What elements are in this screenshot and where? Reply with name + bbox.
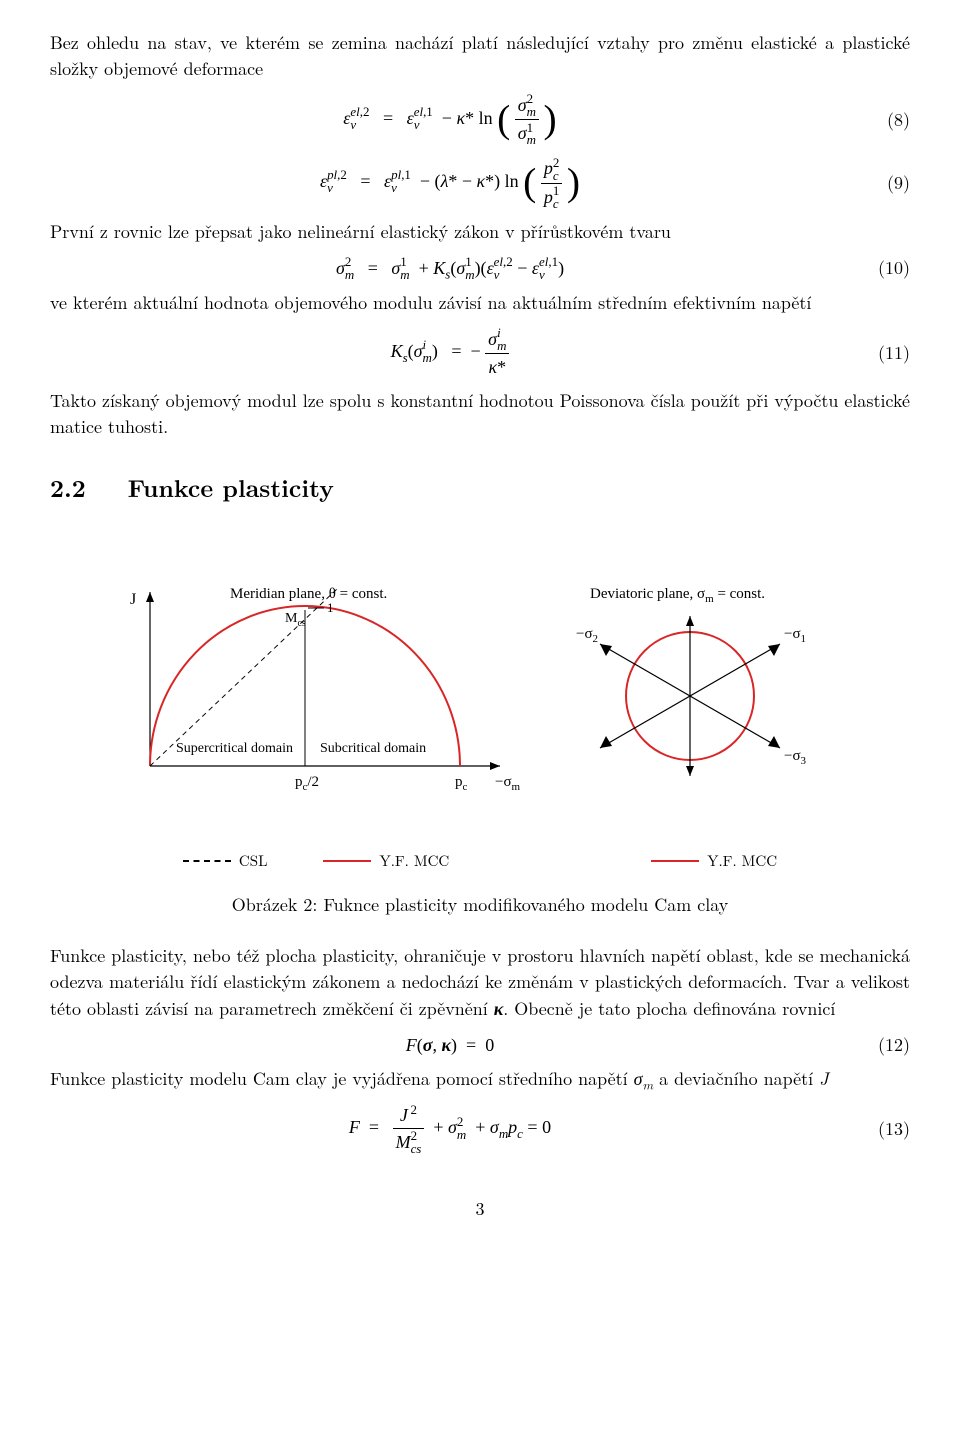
equation-8: εel,2v = εel,1v − κ* ln ( σ2mσ1m ) (8) <box>50 92 910 147</box>
svg-text:−σ2: −σ2 <box>576 626 598 645</box>
svg-text:−σm: −σm <box>495 774 521 793</box>
axis-label-j: J <box>130 591 136 608</box>
equation-13: F = J 2M2cs + σ2m + σmpc = 0 (13) <box>50 1102 910 1156</box>
section-number: 2.2 <box>50 470 86 505</box>
page-number: 3 <box>50 1196 910 1222</box>
paragraph-intro: Bez ohledu na stav, ve kterém se zemina … <box>50 30 910 82</box>
svg-text:1: 1 <box>327 600 334 615</box>
figure-2: J 1 Mcs Meridian plane, θ = const. Super… <box>50 536 910 872</box>
section-heading: 2.2 Funkce plasticity <box>50 470 910 505</box>
equation-number: (11) <box>850 340 910 366</box>
legend-yfmcc-left: Y.F. MCC <box>323 850 449 872</box>
paragraph-poisson: Takto získaný objemový modul lze spolu s… <box>50 388 910 440</box>
svg-text:pc/2: pc/2 <box>295 774 319 793</box>
svg-text:Mcs: Mcs <box>285 611 306 629</box>
equation-9: εpl,2v = εpl,1v − (λ* − κ*) ln ( p2cp1c … <box>50 155 910 210</box>
svg-text:Meridian plane, θ = const.: Meridian plane, θ = const. <box>230 586 387 602</box>
equation-number: (13) <box>850 1116 910 1142</box>
equation-number: (12) <box>850 1032 910 1058</box>
svg-text:Subcritical domain: Subcritical domain <box>320 741 426 756</box>
equation-10: σ2m = σ1m + Ks(σ1m)(εel,2v − εel,1v) (10… <box>50 255 910 282</box>
equation-number: (8) <box>850 107 910 133</box>
equation-number: (10) <box>850 255 910 281</box>
paragraph-rewrite: První z rovnic lze přepsat jako nelineár… <box>50 219 910 245</box>
equation-11: Ks(σim) = − σimκ* (11) <box>50 326 910 380</box>
legend-csl: CSL <box>183 850 268 872</box>
svg-text:−σ1: −σ1 <box>784 626 806 645</box>
section-title: Funkce plasticity <box>128 470 334 505</box>
svg-text:pc: pc <box>455 774 468 793</box>
paragraph-plasticity-def: Funkce plasticity, nebo též plocha plast… <box>50 943 910 1022</box>
svg-text:Deviatoric plane, σm = const.: Deviatoric plane, σm = const. <box>590 586 765 605</box>
svg-text:Supercritical domain: Supercritical domain <box>176 741 293 756</box>
equation-12: F(σ, κ) = 0 (12) <box>50 1032 910 1058</box>
svg-text:−σ3: −σ3 <box>784 748 807 767</box>
paragraph-modulus: ve kterém aktuální hodnota objemového mo… <box>50 290 910 316</box>
paragraph-camclay: Funkce plasticity modelu Cam clay je vyj… <box>50 1066 910 1092</box>
legend-yfmcc-right: Y.F. MCC <box>651 850 777 872</box>
figure-caption: Obrázek 2: Fuknce plasticity modifikovan… <box>50 892 910 918</box>
equation-number: (9) <box>850 170 910 196</box>
